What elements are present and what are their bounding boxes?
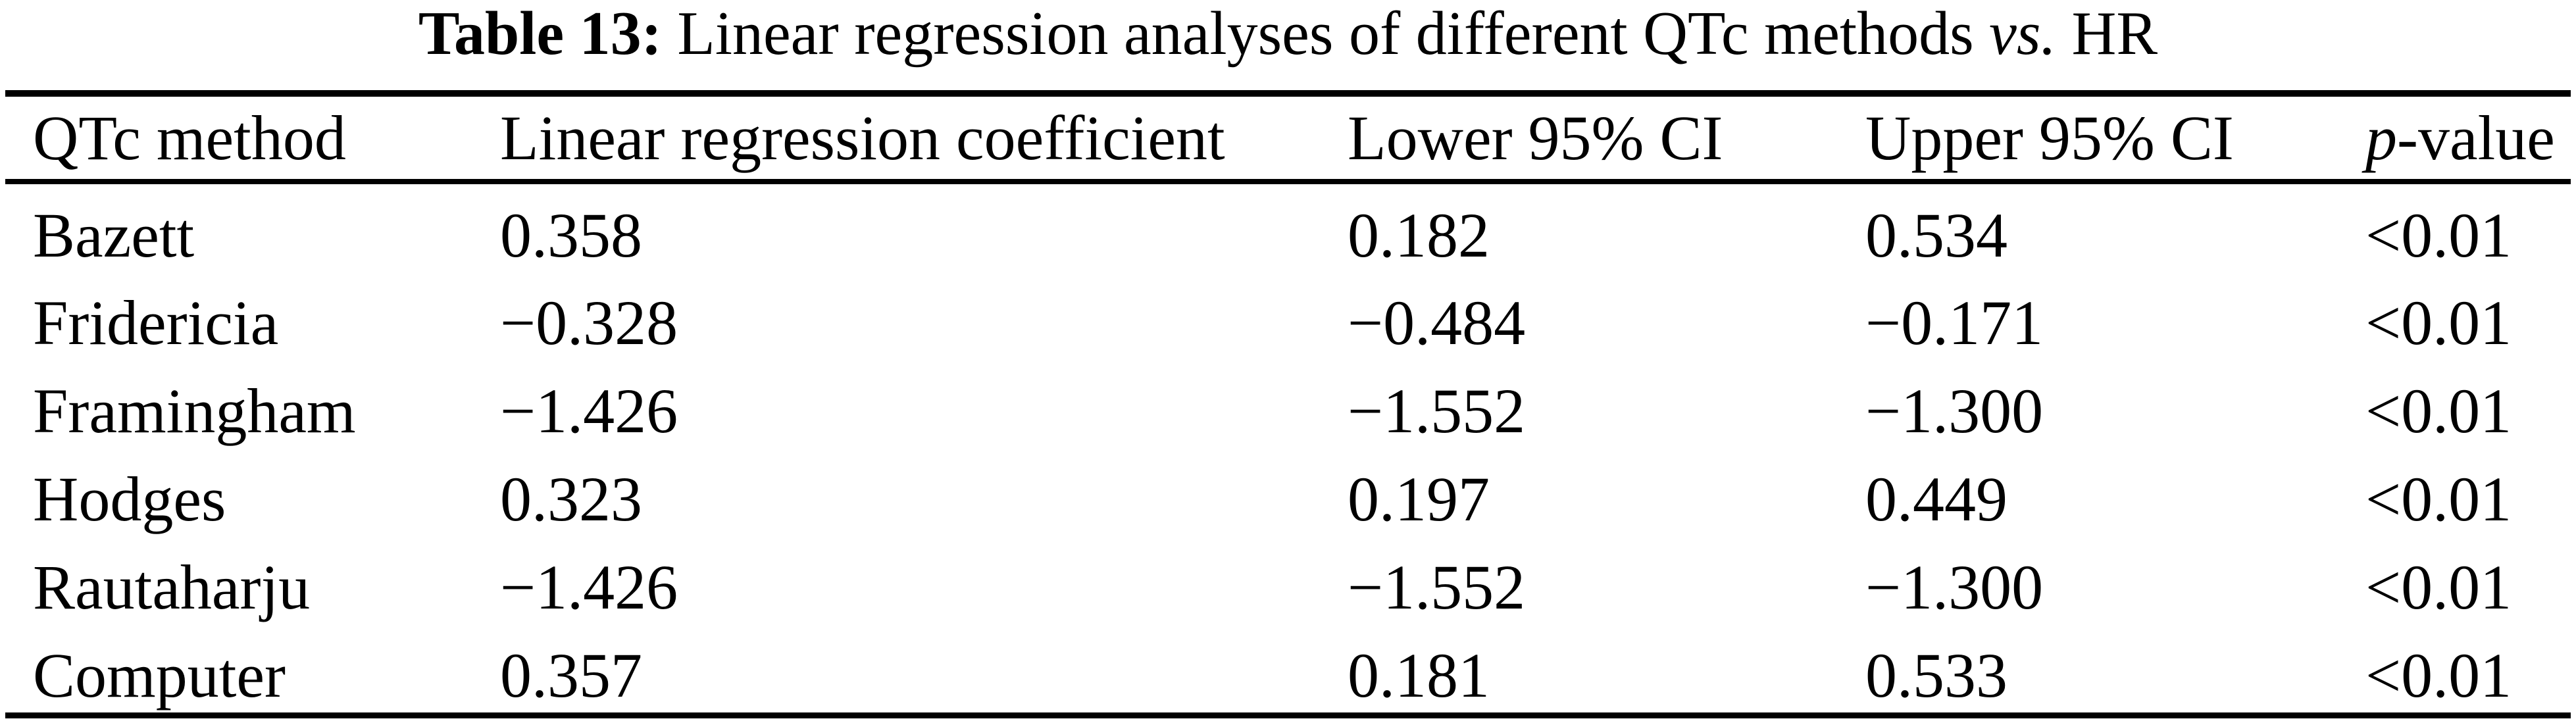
table-row-bazett: Bazett 0.358 0.182 0.534 <0.01 bbox=[0, 184, 2576, 272]
column-header-coefficient: Linear regression coefficient bbox=[500, 102, 1225, 173]
table-row-fridericia: Fridericia −0.328 −0.484 −0.171 <0.01 bbox=[0, 272, 2576, 361]
coefficient-cell: 0.357 bbox=[500, 639, 642, 711]
p-value-cell: <0.01 bbox=[2365, 551, 2512, 622]
table-header-rule bbox=[5, 179, 2571, 184]
method-cell: Computer bbox=[33, 639, 286, 711]
lower-ci-cell: 0.181 bbox=[1348, 639, 1490, 711]
table-caption-number: Table 13: bbox=[418, 0, 662, 68]
p-value-cell: <0.01 bbox=[2365, 639, 2512, 711]
p-value-cell: <0.01 bbox=[2365, 464, 2512, 535]
upper-ci-cell: 0.534 bbox=[1865, 199, 2008, 270]
table-header-row: QTc method Linear regression coefficient… bbox=[0, 97, 2576, 179]
lower-ci-cell: 0.182 bbox=[1348, 199, 1490, 270]
table-caption-text: Linear regression analyses of different … bbox=[661, 0, 1990, 68]
lower-ci-cell: −0.484 bbox=[1348, 287, 1526, 359]
coefficient-cell: 0.323 bbox=[500, 464, 642, 535]
p-value-cell: <0.01 bbox=[2365, 287, 2512, 359]
column-header-upper-ci: Upper 95% CI bbox=[1865, 102, 2234, 173]
table-bottom-rule bbox=[5, 712, 2571, 718]
upper-ci-cell: −0.171 bbox=[1865, 287, 2044, 359]
table-top-rule bbox=[5, 90, 2571, 97]
column-header-p-value: p-value bbox=[2365, 106, 2555, 170]
lower-ci-cell: −1.552 bbox=[1348, 376, 1526, 447]
table-caption-vs: vs. bbox=[1989, 0, 2056, 68]
table-row-rautaharju: Rautaharju −1.426 −1.552 −1.300 <0.01 bbox=[0, 536, 2576, 624]
p-value-suffix: -value bbox=[2397, 102, 2555, 173]
upper-ci-cell: 0.449 bbox=[1865, 464, 2008, 535]
p-value-cell: <0.01 bbox=[2365, 376, 2512, 447]
table-row-computer: Computer 0.357 0.181 0.533 <0.01 bbox=[0, 624, 2576, 712]
method-cell: Bazett bbox=[33, 199, 195, 270]
method-cell: Hodges bbox=[33, 464, 226, 535]
p-value-cell: <0.01 bbox=[2365, 199, 2512, 270]
table-row-framingham: Framingham −1.426 −1.552 −1.300 <0.01 bbox=[0, 361, 2576, 449]
upper-ci-cell: −1.300 bbox=[1865, 551, 2044, 622]
upper-ci-cell: −1.300 bbox=[1865, 376, 2044, 447]
table-caption-tail: HR bbox=[2056, 0, 2158, 68]
table-body: Bazett 0.358 0.182 0.534 <0.01 Friderici… bbox=[0, 184, 2576, 712]
lower-ci-cell: 0.197 bbox=[1348, 464, 1490, 535]
table-caption: Table 13: Linear regression analyses of … bbox=[0, 3, 2576, 64]
column-header-lower-ci: Lower 95% CI bbox=[1348, 102, 1723, 173]
table-row-hodges: Hodges 0.323 0.197 0.449 <0.01 bbox=[0, 448, 2576, 536]
upper-ci-cell: 0.533 bbox=[1865, 639, 2008, 711]
lower-ci-cell: −1.552 bbox=[1348, 551, 1526, 622]
column-header-qtc-method: QTc method bbox=[33, 102, 346, 173]
method-cell: Framingham bbox=[33, 376, 356, 447]
coefficient-cell: 0.358 bbox=[500, 199, 642, 270]
method-cell: Fridericia bbox=[33, 287, 279, 359]
coefficient-cell: −0.328 bbox=[500, 287, 678, 359]
coefficient-cell: −1.426 bbox=[500, 551, 678, 622]
p-symbol: p bbox=[2365, 102, 2397, 173]
coefficient-cell: −1.426 bbox=[500, 376, 678, 447]
method-cell: Rautaharju bbox=[33, 551, 311, 622]
